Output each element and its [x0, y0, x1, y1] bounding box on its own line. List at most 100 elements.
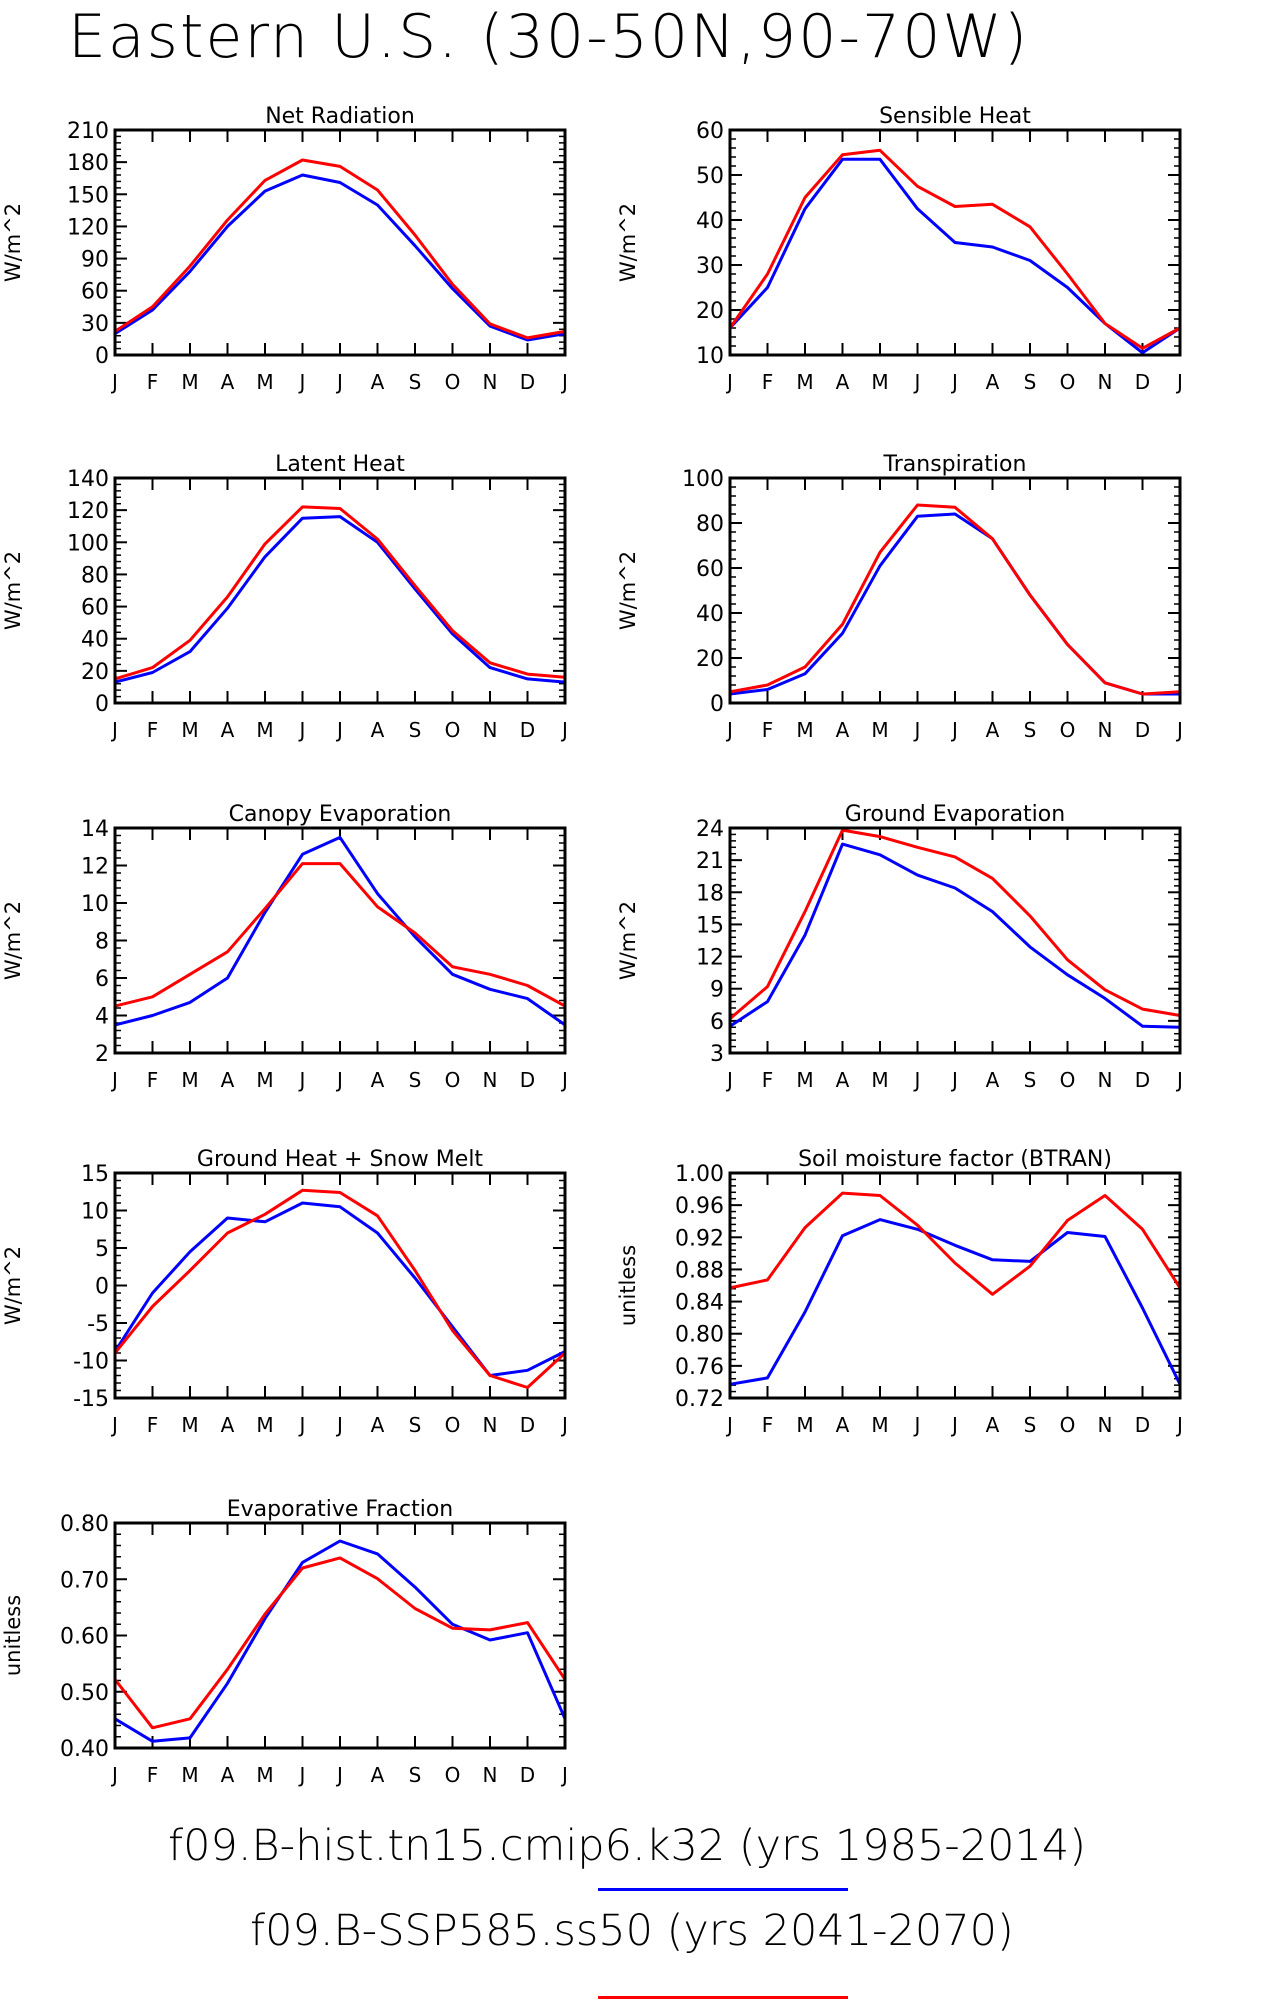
y-axis-label: W/m^2 [1, 901, 25, 980]
x-tick-label: J [110, 718, 118, 742]
x-tick-label: S [409, 370, 422, 394]
series-line-historical [729, 1218, 1182, 1386]
y-axis-label: W/m^2 [616, 901, 640, 980]
figure-title: Eastern U.S. (30-50N,90-70W) [68, 2, 1030, 72]
x-tick-label: N [1098, 1413, 1113, 1437]
y-tick-label: 14 [81, 817, 109, 842]
x-tick-label: M [796, 370, 813, 394]
y-tick-label: 21 [696, 849, 724, 874]
y-tick-label: 0.40 [60, 1737, 109, 1762]
series-line-future [114, 158, 566, 340]
y-tick-label: 210 [67, 119, 109, 144]
x-tick-label: J [110, 370, 118, 394]
y-tick-label: 40 [696, 602, 724, 627]
y-tick-label: -15 [73, 1387, 109, 1412]
x-tick-label: A [986, 1068, 1000, 1092]
x-tick-label: J [335, 1763, 343, 1787]
y-tick-label: 80 [696, 512, 724, 537]
y-tick-label: 15 [81, 1162, 109, 1187]
chart-title: Ground Evaporation [845, 802, 1065, 827]
x-tick-label: A [221, 370, 235, 394]
plot-frame [113, 128, 567, 357]
x-tick-label: J [560, 370, 568, 394]
y-tick-label: 2 [95, 1042, 109, 1067]
y-tick-label: 3 [710, 1042, 724, 1067]
x-tick-label: D [1135, 1413, 1150, 1437]
chart-title: Latent Heat [275, 452, 405, 477]
x-tick-label: J [913, 1413, 921, 1437]
x-tick-label: N [1098, 718, 1113, 742]
chart-title: Sensible Heat [879, 104, 1031, 129]
y-tick-label: 60 [81, 280, 109, 305]
x-tick-label: A [371, 1413, 385, 1437]
x-tick-label: J [1175, 1413, 1183, 1437]
x-tick-label: J [298, 1068, 306, 1092]
x-tick-label: S [1024, 1068, 1037, 1092]
x-tick-label: O [1060, 370, 1076, 394]
x-tick-label: J [950, 1413, 958, 1437]
y-tick-label: 6 [95, 967, 109, 992]
x-tick-label: J [1175, 718, 1183, 742]
y-tick-label: 100 [682, 467, 724, 492]
y-tick-label: 20 [81, 660, 109, 685]
x-tick-label: F [147, 718, 159, 742]
x-tick-label: J [913, 1068, 921, 1092]
x-tick-label: D [1135, 370, 1150, 394]
x-tick-label: J [560, 1763, 568, 1787]
y-tick-label: 24 [696, 817, 724, 842]
y-tick-label: 140 [67, 467, 109, 492]
x-tick-label: S [409, 1413, 422, 1437]
x-tick-label: J [560, 718, 568, 742]
x-tick-label: J [110, 1068, 118, 1092]
x-tick-label: F [762, 1413, 774, 1437]
x-tick-label: A [371, 370, 385, 394]
y-axis-label: unitless [616, 1245, 640, 1326]
x-tick-label: A [221, 1068, 235, 1092]
y-tick-label: 0.76 [675, 1355, 724, 1380]
y-tick-label: 100 [67, 531, 109, 556]
chart-title: Canopy Evaporation [229, 802, 452, 827]
x-tick-label: M [256, 1068, 273, 1092]
y-tick-label: 150 [67, 183, 109, 208]
series-line-historical [729, 512, 1180, 696]
y-axis-label: unitless [1, 1595, 25, 1676]
series-line-historical [114, 515, 566, 684]
y-tick-label: 10 [81, 892, 109, 917]
chart-title: Transpiration [883, 452, 1027, 477]
y-tick-label: 0.96 [675, 1194, 724, 1219]
x-tick-label: A [221, 1763, 235, 1787]
x-tick-label: A [371, 1068, 385, 1092]
y-tick-label: 0 [95, 1275, 109, 1300]
series-line-future [113, 1556, 567, 1730]
x-tick-label: A [371, 1763, 385, 1787]
chart-panel-9: Evaporative Fraction unitless 0.40 0.50 0.60… [1, 1497, 568, 1787]
x-tick-label: N [483, 1763, 498, 1787]
x-tick-label: M [256, 718, 273, 742]
y-tick-label: 15 [696, 913, 724, 938]
x-tick-label: S [409, 1068, 422, 1092]
x-tick-label: D [1135, 718, 1150, 742]
series-line-historical [113, 1201, 566, 1377]
x-tick-label: A [986, 1413, 1000, 1437]
x-tick-label: A [836, 370, 850, 394]
x-tick-label: N [483, 718, 498, 742]
plot-frame [728, 826, 1182, 1055]
y-tick-label: 60 [696, 557, 724, 582]
y-tick-label: -5 [87, 1312, 109, 1337]
x-tick-label: J [110, 1763, 118, 1787]
x-tick-label: S [1024, 718, 1037, 742]
y-tick-label: 60 [696, 119, 724, 144]
legend-swatch-future [598, 1996, 848, 1999]
chart-title: Ground Heat + Snow Melt [197, 1147, 484, 1172]
legend-swatch-historical [598, 1888, 848, 1891]
series-line-future [728, 148, 1181, 350]
y-tick-label: 0 [95, 344, 109, 369]
y-tick-label: 6 [710, 1010, 724, 1035]
x-tick-label: S [409, 718, 422, 742]
x-tick-label: O [445, 718, 461, 742]
